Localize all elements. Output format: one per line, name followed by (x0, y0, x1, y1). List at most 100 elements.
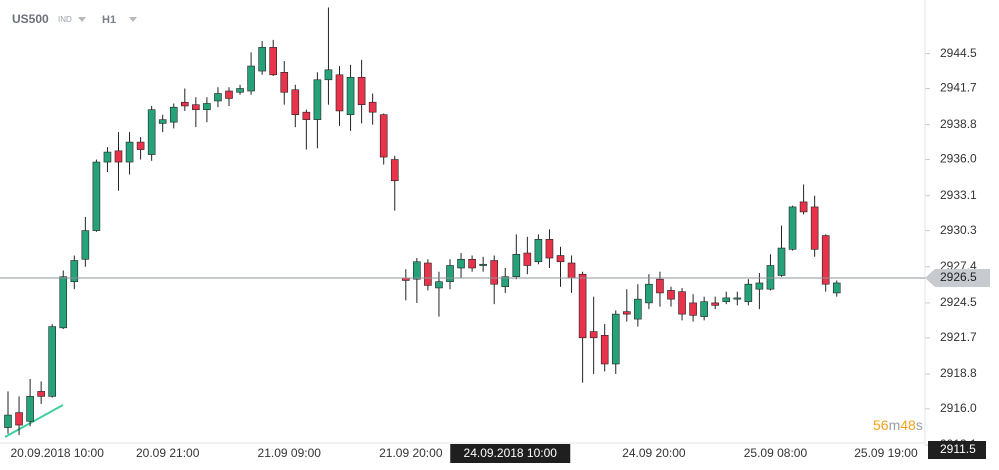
candle-body (611, 313, 620, 365)
candle-body (125, 141, 134, 163)
crosshair-price-box (928, 441, 986, 459)
candle-body (468, 258, 476, 269)
candle-body (567, 262, 576, 279)
candle-body (203, 103, 211, 110)
candle-body (799, 201, 808, 213)
candle-body (158, 119, 167, 124)
candle-body (678, 291, 686, 315)
candle-body (622, 311, 631, 315)
y-tick-label: 2941.7 (940, 81, 977, 95)
symbol-dropdown[interactable] (78, 17, 86, 22)
x-tick-label: 21.09 09:00 (258, 446, 322, 460)
plot-area (4, 7, 841, 436)
candle-body (302, 111, 311, 120)
candle-body (413, 261, 421, 280)
countdown-part: s (916, 417, 923, 433)
candle-body (114, 150, 123, 163)
trend-line[interactable] (4, 404, 64, 438)
crosshair-time-label: 24.09.2018 10:00 (464, 446, 558, 460)
y-tick-label: 2921.7 (940, 330, 977, 344)
candle-body (744, 283, 753, 302)
candle-body (645, 283, 653, 304)
candle-body (247, 65, 255, 92)
candle-body (755, 282, 764, 290)
candle-body (313, 79, 322, 120)
y-tick-label: 2924.5 (940, 295, 977, 309)
y-tick-label: 2938.8 (940, 117, 977, 131)
candle-body (225, 90, 233, 99)
y-tick-label: 2930.3 (940, 223, 977, 237)
candle-body (37, 391, 45, 397)
candle-body (368, 101, 377, 113)
y-tick-label: 2918.8 (940, 366, 977, 380)
candle-body (556, 255, 565, 263)
candle-body (280, 71, 289, 93)
candle-body (81, 230, 90, 260)
candle-body (832, 282, 841, 294)
candle-body (236, 88, 244, 93)
candle-body (424, 262, 432, 286)
candle-body (136, 141, 145, 150)
crosshair-price-label: 2911.5 (940, 442, 976, 456)
x-tick-label: 25.09 08:00 (744, 446, 808, 460)
candle-body (766, 265, 775, 290)
x-tick-label: 25.09 19:00 (854, 446, 918, 460)
candle-body (821, 235, 830, 285)
candle-body (103, 151, 112, 163)
x-tick-label: 21.09 20:00 (379, 446, 443, 460)
candle-body (457, 258, 465, 269)
candle-body (324, 69, 333, 81)
candle-body (379, 114, 388, 158)
candle-body (634, 298, 642, 320)
last-price-label: 2926.5 (940, 270, 977, 284)
candle-body (92, 161, 101, 231)
candle-body (357, 76, 366, 106)
countdown-part: 56 (873, 417, 889, 433)
crosshair-time-box (450, 444, 571, 463)
candle-body (26, 396, 34, 422)
y-tick-label: 2944.5 (940, 46, 977, 60)
candle-body (578, 273, 587, 339)
countdown-part: 48 (900, 417, 916, 433)
candle-body (700, 301, 708, 317)
candle-body (689, 302, 697, 316)
y-tick-label: 2933.1 (940, 188, 977, 202)
candle-body (435, 281, 443, 289)
x-tick-label: 20.09.2018 10:00 (10, 446, 104, 460)
candle-body (59, 276, 68, 329)
x-tick-label: 20.09 21:00 (136, 446, 200, 460)
candle-body (15, 412, 23, 426)
candle-body (346, 76, 355, 115)
candle-body (181, 101, 189, 107)
candle-body (335, 74, 344, 112)
candle-body (810, 206, 819, 250)
candle-body (291, 89, 300, 115)
candle-body (656, 278, 664, 294)
candle-body (490, 260, 499, 285)
candle-body (390, 159, 399, 182)
timeframe[interactable]: H1 (102, 14, 116, 26)
candle-body (788, 206, 797, 250)
candle-body (512, 253, 521, 278)
candle-body (600, 335, 609, 365)
candle-body (711, 302, 720, 306)
instrument-type: IND (58, 15, 72, 24)
y-tick-label: 2936.0 (940, 152, 977, 166)
candle-body (777, 247, 786, 276)
candle-body (70, 260, 79, 283)
candle-body (269, 47, 278, 76)
timeframe-dropdown[interactable] (129, 17, 137, 22)
countdown-part: m (889, 417, 901, 433)
candle-body (147, 109, 156, 155)
candle-body (667, 290, 675, 300)
countdown: 56m48s (873, 417, 923, 433)
candle-body (545, 239, 554, 259)
candle-body (501, 276, 510, 287)
candle-body (48, 326, 57, 397)
candle-body (534, 239, 543, 263)
candle-body (258, 47, 266, 72)
candle-body (169, 106, 178, 123)
symbol[interactable]: US500 (12, 12, 49, 26)
